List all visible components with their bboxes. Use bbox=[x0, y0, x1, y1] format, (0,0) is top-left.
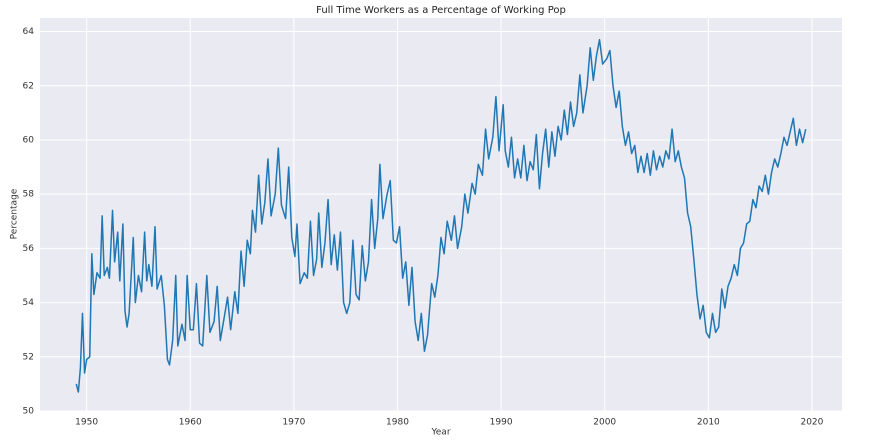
y-axis-label: Percentage bbox=[10, 188, 20, 239]
x-tick-label: 1990 bbox=[490, 418, 513, 428]
x-tick-label: 1980 bbox=[386, 418, 409, 428]
x-tick-label: 2020 bbox=[800, 418, 823, 428]
x-tick-label: 1970 bbox=[282, 418, 305, 428]
y-tick-label: 52 bbox=[23, 352, 34, 362]
y-tick-label: 58 bbox=[23, 190, 35, 200]
y-tick-label: 64 bbox=[23, 27, 35, 37]
y-tick-label: 62 bbox=[23, 81, 34, 91]
plot-background bbox=[40, 18, 842, 411]
x-tick-label: 1950 bbox=[75, 418, 98, 428]
y-tick-label: 56 bbox=[23, 244, 35, 254]
x-axis-label: Year bbox=[430, 428, 450, 438]
x-tick-label: 2010 bbox=[697, 418, 720, 428]
chart-title: Full Time Workers as a Percentage of Wor… bbox=[316, 5, 566, 16]
y-tick-label: 60 bbox=[23, 135, 35, 145]
x-tick-label: 2000 bbox=[593, 418, 616, 428]
y-tick-label: 50 bbox=[23, 407, 35, 417]
y-tick-label: 54 bbox=[23, 298, 35, 308]
data-line bbox=[75, 38, 807, 393]
x-tick-label: 1960 bbox=[179, 418, 202, 428]
